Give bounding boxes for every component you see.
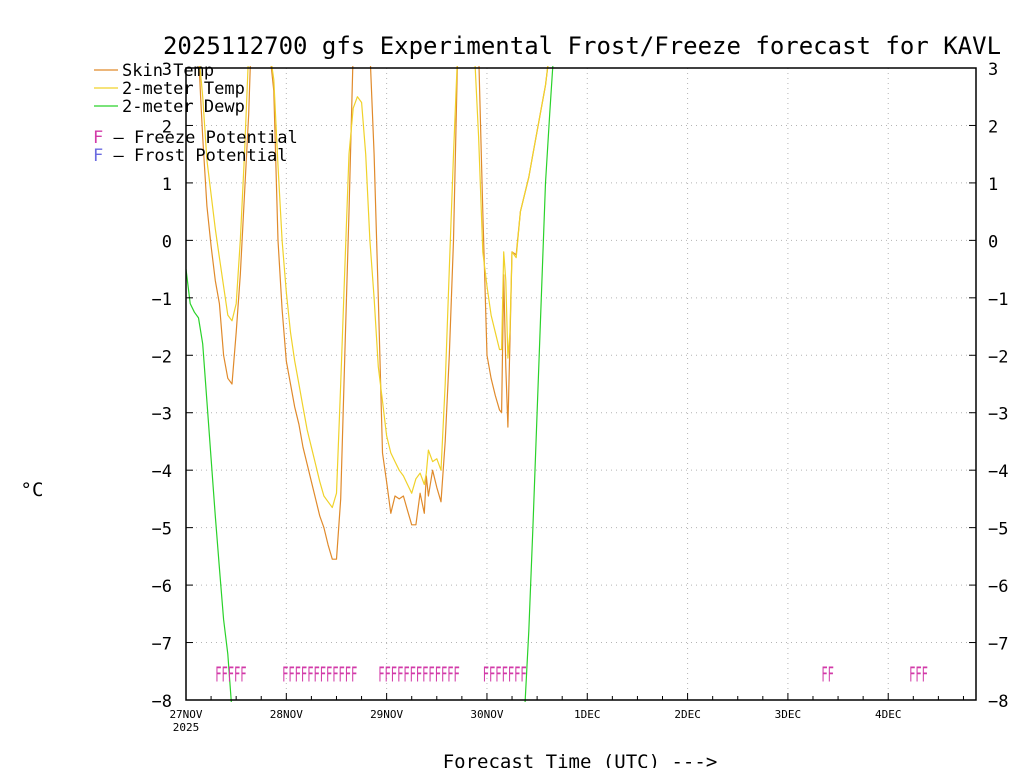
freeze-marker-group: FFFFFFFFFFFFF — [378, 662, 460, 686]
x-tick-label: 3DEC — [775, 708, 802, 721]
legend-label: 2-meter Dewp — [122, 97, 245, 117]
x-axis-label: Forecast Time (UTC) ---> — [443, 751, 718, 768]
legend-label: Skin Temp — [122, 61, 214, 81]
plot-frame — [185, 67, 977, 701]
x-tick-label: 29NOV — [370, 708, 403, 721]
y-tick-label-right: −4 — [988, 462, 1008, 482]
y-tick-label-left: −4 — [152, 462, 172, 482]
freeze-marker-group: FF — [821, 662, 834, 686]
y-tick-label-right: 2 — [988, 117, 998, 137]
freeze-markers: FFFFF FFFFFFFFFFFF FFFFFFFFFFFFF FFFFFFF FF F… — [215, 662, 928, 686]
potential-text: – Frost Potential — [103, 146, 287, 166]
y-tick-label-left: −8 — [152, 692, 172, 712]
freeze-marker-group: FFFFFFFFFFFF — [282, 662, 357, 686]
potential-legend-entry: F – Freeze Potential — [93, 128, 298, 148]
y-tick-label-left: 3 — [162, 60, 172, 80]
y-tick-label-left: 1 — [162, 175, 172, 195]
y-tick-label-right: −7 — [988, 635, 1008, 655]
x-tick-label: 30NOV — [470, 708, 503, 721]
series-line-2-meter-dewp — [186, 66, 554, 702]
y-tick-label-left: −7 — [152, 635, 172, 655]
y-tick-label-left: −1 — [152, 290, 172, 310]
y-tick-label-right: −3 — [988, 405, 1008, 425]
y-tick-label-right: −2 — [988, 347, 1008, 367]
y-tick-label-right: −1 — [988, 290, 1008, 310]
x-tick-label: 1DEC — [574, 708, 601, 721]
potential-legend-entry: F – Frost Potential — [93, 146, 287, 166]
y-tick-label-right: 1 — [988, 175, 998, 195]
x-tick-label: 27NOV — [169, 708, 202, 721]
freeze-marker-group: FFF — [909, 662, 928, 686]
y-tick-label-right: −6 — [988, 577, 1008, 597]
x-tick-label: 28NOV — [270, 708, 303, 721]
x-tick-label: 2DEC — [674, 708, 701, 721]
grid — [186, 68, 976, 700]
potential-text: – Freeze Potential — [103, 128, 297, 148]
y-tick-label-right: 0 — [988, 232, 998, 252]
y-tick-label-left: −5 — [152, 520, 172, 540]
legend-label: 2-meter Temp — [122, 79, 245, 99]
y-tick-label-right: 3 — [988, 60, 998, 80]
y-tick-label-left: −6 — [152, 577, 172, 597]
y-tick-label-left: 2 — [162, 117, 172, 137]
y-axis-label: °C — [21, 479, 44, 501]
y-tick-label-left: −2 — [152, 347, 172, 367]
y-axis-left: −8 −7 −6 −5 −4 −3 −2 −1 0 1 2 3 — [152, 60, 193, 712]
y-tick-label-left: 0 — [162, 232, 172, 252]
series-line-2-meter-temp — [199, 66, 549, 509]
x-tick-sublabel: 2025 — [173, 721, 200, 734]
freeze-marker-group: FFFFF — [215, 662, 246, 686]
potential-letter: F — [93, 146, 103, 166]
series-line-skin-temp — [198, 66, 549, 560]
potential-letter: F — [93, 128, 103, 148]
y-tick-label-right: −8 — [988, 692, 1008, 712]
y-axis-right: −8 −7 −6 −5 −4 −3 −2 −1 0 1 2 3 — [969, 60, 1008, 712]
y-tick-label-left: −3 — [152, 405, 172, 425]
freeze-marker-group: FFFFFFF — [483, 662, 527, 686]
x-tick-label: 4DEC — [875, 708, 902, 721]
chart-title: 2025112700 gfs Experimental Frost/Freeze… — [163, 32, 1001, 60]
series-lines — [186, 66, 554, 702]
y-tick-label-right: −5 — [988, 520, 1008, 540]
